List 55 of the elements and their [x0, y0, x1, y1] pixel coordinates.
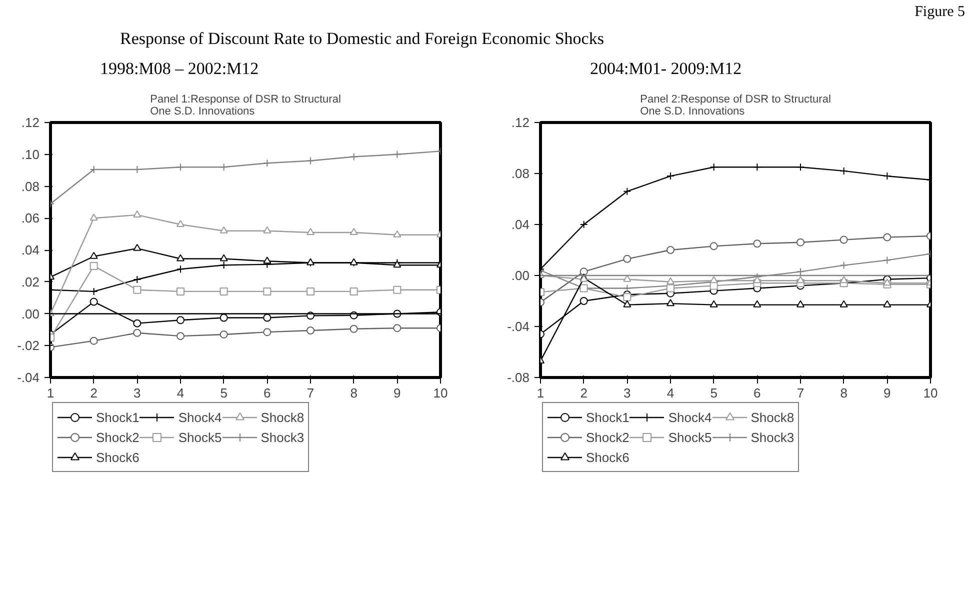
x-tick-label: 7 [796, 386, 804, 400]
legend-label: Shock2 [586, 430, 630, 444]
legend-label: Shock1 [96, 410, 140, 424]
y-tick-label: .00 [21, 306, 40, 322]
x-tick-label: 1 [46, 386, 54, 400]
x-tick-label: 1 [536, 386, 544, 400]
x-tick-label: 5 [220, 386, 228, 400]
y-tick-label: .12 [511, 115, 530, 130]
chart-title: Panel 1:Response of DSR to Structural One S.D. Innovations [150, 94, 341, 118]
y-tick-label: -.08 [507, 370, 530, 385]
text: Response of Discount Rate to Domestic and Foreign Economic Shocks [120, 29, 604, 49]
legend-label: Shock5 [668, 430, 712, 444]
y-tick-label: .02 [21, 274, 40, 290]
y-tick-label: -.04 [17, 370, 40, 385]
x-tick-label: 6 [264, 386, 271, 400]
y-tick-label: .08 [511, 166, 530, 181]
chart-subtitle: 1998:M08 – 2002:M12 [100, 59, 259, 79]
y-tick-label: .06 [21, 210, 40, 226]
legend-label: Shock4 [178, 410, 222, 424]
y-tick-label: .08 [21, 178, 40, 194]
legend-label: Shock1 [586, 410, 630, 424]
x-tick-label: 8 [350, 386, 358, 400]
legend-label: Shock6 [96, 450, 140, 464]
x-tick-label: 5 [710, 386, 718, 400]
x-tick-label: 4 [176, 386, 184, 400]
y-tick-label: .12 [21, 115, 40, 130]
x-tick-label: 7 [306, 386, 314, 400]
x-tick-label: 8 [840, 386, 848, 400]
x-tick-label: 3 [624, 386, 631, 400]
legend-label: Shock4 [668, 410, 712, 424]
x-tick-label: 2 [90, 386, 98, 400]
legend-label: Shock8 [750, 410, 794, 424]
legend-label: Shock2 [96, 430, 140, 444]
x-tick-label: 4 [666, 386, 674, 400]
y-tick-label: .10 [21, 146, 40, 162]
chart-title: Panel 2:Response of DSR to Structural One S.D. Innovations [640, 94, 831, 118]
chart-subtitle: 2004:M01- 2009:M12 [590, 59, 742, 79]
x-tick-label: 6 [754, 386, 761, 400]
legend-label: Shock3 [750, 430, 794, 444]
y-tick-label: .04 [21, 242, 40, 258]
y-tick-label: -.02 [17, 338, 40, 354]
caption: Figure 5 [914, 4, 965, 20]
y-tick-label: -.04 [507, 319, 530, 334]
x-tick-label: 10 [923, 386, 938, 400]
x-tick-label: 2 [580, 386, 588, 400]
x-tick-label: 9 [884, 386, 891, 400]
legend-label: Shock3 [260, 430, 304, 444]
legend-label: Shock5 [178, 430, 222, 444]
legend-label: Shock8 [260, 410, 304, 424]
y-tick-label: .04 [511, 217, 530, 232]
x-tick-label: 3 [134, 386, 141, 400]
x-tick-label: 10 [433, 386, 448, 400]
legend-label: Shock6 [586, 450, 630, 464]
x-tick-label: 9 [394, 386, 401, 400]
y-tick-label: .00 [511, 268, 530, 283]
